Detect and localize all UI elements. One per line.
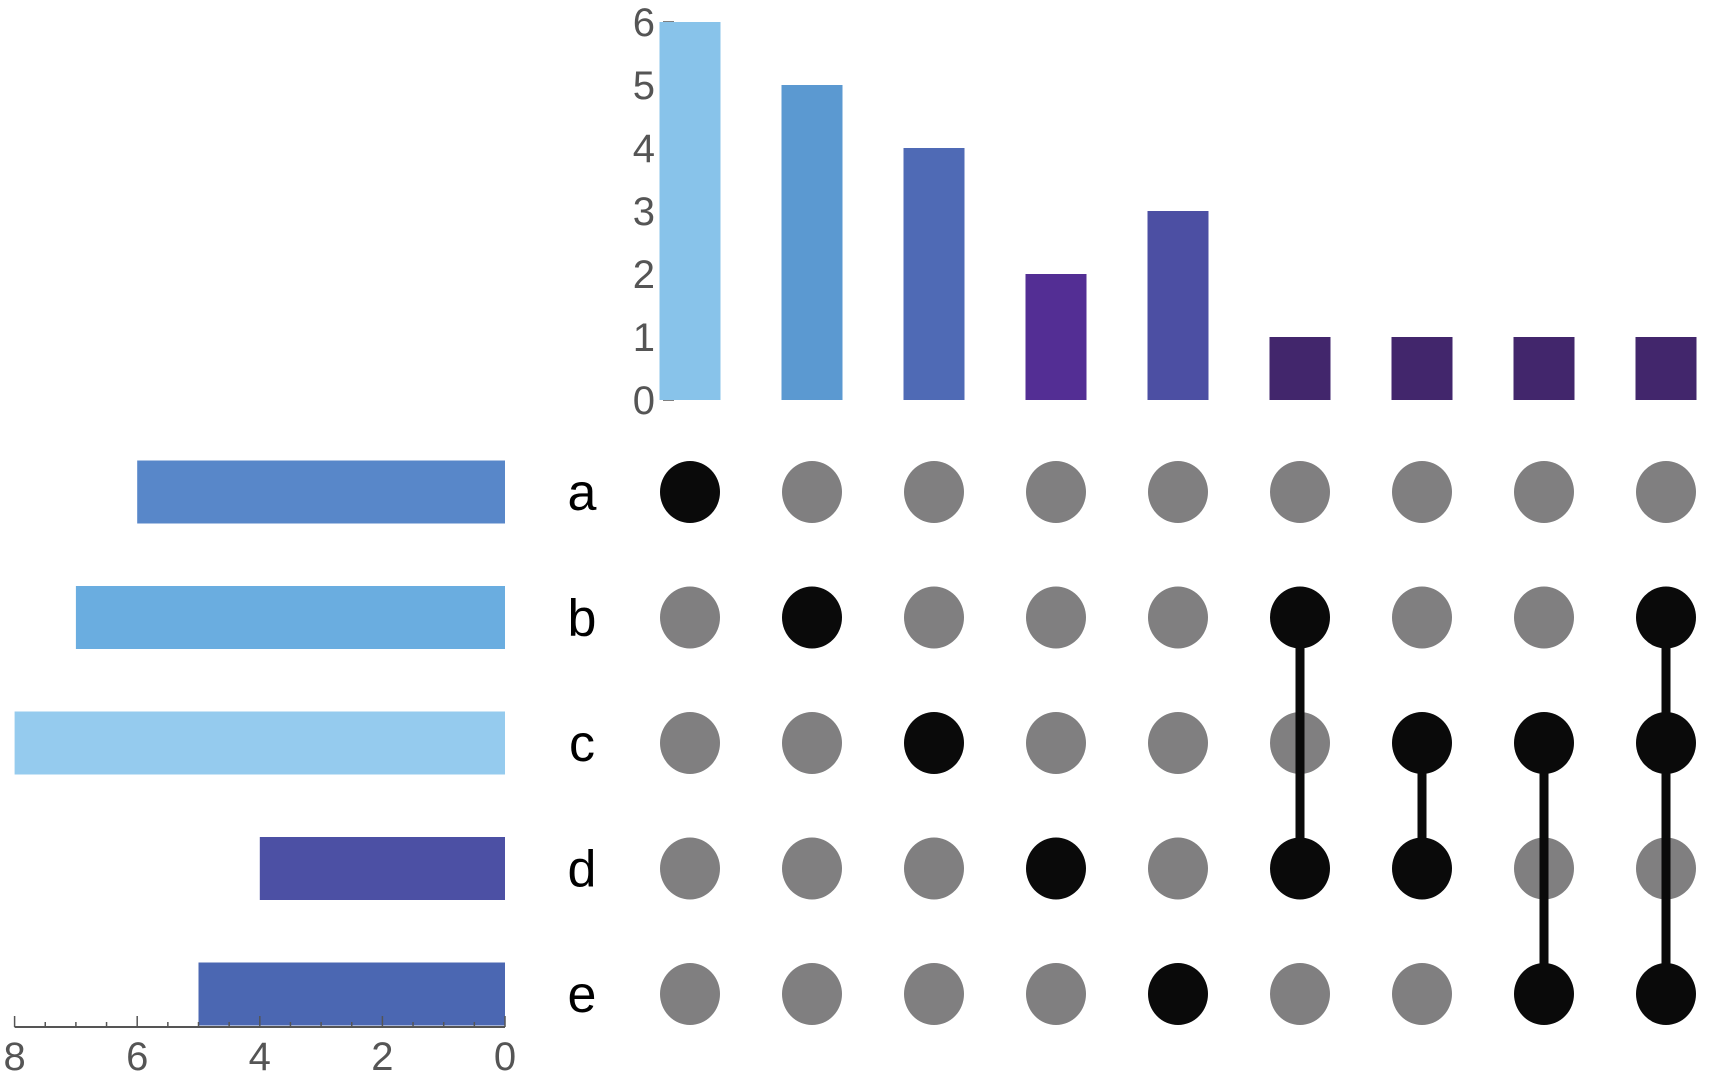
- active-dot: [1636, 586, 1696, 649]
- intersection-matrix: [660, 461, 1696, 1025]
- intersection-bar: [781, 85, 843, 400]
- intersection-bar: [1513, 337, 1575, 400]
- inactive-dot: [660, 963, 720, 1025]
- inactive-dot: [782, 837, 842, 900]
- inactive-dot: [904, 461, 964, 523]
- inactive-dot: [782, 712, 842, 774]
- set-labels: a b c d e: [568, 464, 597, 1024]
- left-axis-tick-label: 2: [371, 1035, 393, 1075]
- set-label-d: d: [568, 841, 597, 899]
- active-dot: [904, 712, 964, 774]
- active-dot: [1392, 837, 1452, 900]
- inactive-dot: [1270, 963, 1330, 1025]
- intersection-bar: [1025, 274, 1087, 400]
- inactive-dot: [660, 586, 720, 649]
- left-axis-tick-label: 4: [249, 1035, 271, 1075]
- set-size-bar: [14, 711, 505, 775]
- left-axis-tick-label: 0: [494, 1035, 516, 1075]
- inactive-dot: [1514, 461, 1574, 523]
- inactive-dot: [782, 963, 842, 1025]
- top-axis-tick-label: 6: [633, 1, 655, 45]
- top-axis-tick-label: 4: [633, 127, 655, 171]
- inactive-dot: [1636, 461, 1696, 523]
- inactive-dot: [904, 963, 964, 1025]
- inactive-dot: [1148, 461, 1208, 523]
- set-size-bars: [14, 460, 506, 1026]
- set-label-e: e: [568, 966, 597, 1024]
- active-dot: [782, 586, 842, 649]
- active-dot: [1270, 837, 1330, 900]
- set-label-c: c: [569, 715, 595, 773]
- intersection-bar: [1147, 211, 1209, 400]
- set-size-bar: [75, 586, 506, 649]
- active-dot: [1392, 712, 1452, 774]
- set-size-axis: 8 6 4 2 0: [3, 1016, 516, 1075]
- inactive-dot: [1026, 586, 1086, 649]
- inactive-dot: [1392, 963, 1452, 1025]
- active-dot: [1270, 586, 1330, 649]
- active-dot: [1148, 963, 1208, 1025]
- inactive-dot: [1026, 963, 1086, 1025]
- set-label-b: b: [568, 590, 597, 648]
- top-axis-tick-label: 3: [633, 190, 655, 234]
- active-dot: [1636, 712, 1696, 774]
- intersection-bar: [1635, 337, 1697, 400]
- intersection-bar: [659, 22, 721, 400]
- active-dot: [660, 461, 720, 523]
- inactive-dot: [1392, 586, 1452, 649]
- left-axis-tick-label: 8: [3, 1035, 25, 1075]
- intersection-bar: [1391, 337, 1453, 400]
- left-axis-tick-label: 6: [126, 1035, 148, 1075]
- active-dot: [1026, 837, 1086, 900]
- inactive-dot: [904, 586, 964, 649]
- inactive-dot: [1026, 712, 1086, 774]
- active-dot: [1514, 712, 1574, 774]
- top-axis-tick-label: 5: [633, 64, 655, 108]
- set-label-a: a: [568, 464, 597, 522]
- inactive-dot: [1026, 461, 1086, 523]
- inactive-dot: [1148, 837, 1208, 900]
- top-axis-tick-label: 1: [633, 316, 655, 360]
- intersection-bar: [1269, 337, 1331, 400]
- active-dot: [1636, 963, 1696, 1025]
- inactive-dot: [660, 712, 720, 774]
- inactive-dot: [1148, 712, 1208, 774]
- inactive-dot: [904, 837, 964, 900]
- intersection-bar: [903, 148, 965, 400]
- inactive-dot: [660, 837, 720, 900]
- inactive-dot: [1514, 586, 1574, 649]
- set-size-bar: [198, 962, 505, 1026]
- set-size-bar: [137, 460, 505, 524]
- active-dot: [1514, 963, 1574, 1025]
- top-axis-tick-label: 0: [633, 379, 655, 423]
- set-size-bar: [259, 837, 505, 900]
- top-axis-tick-label: 2: [633, 253, 655, 297]
- inactive-dot: [1392, 461, 1452, 523]
- intersection-bars: [659, 22, 1697, 400]
- inactive-dot: [782, 461, 842, 523]
- inactive-dot: [1270, 461, 1330, 523]
- inactive-dot: [1148, 586, 1208, 649]
